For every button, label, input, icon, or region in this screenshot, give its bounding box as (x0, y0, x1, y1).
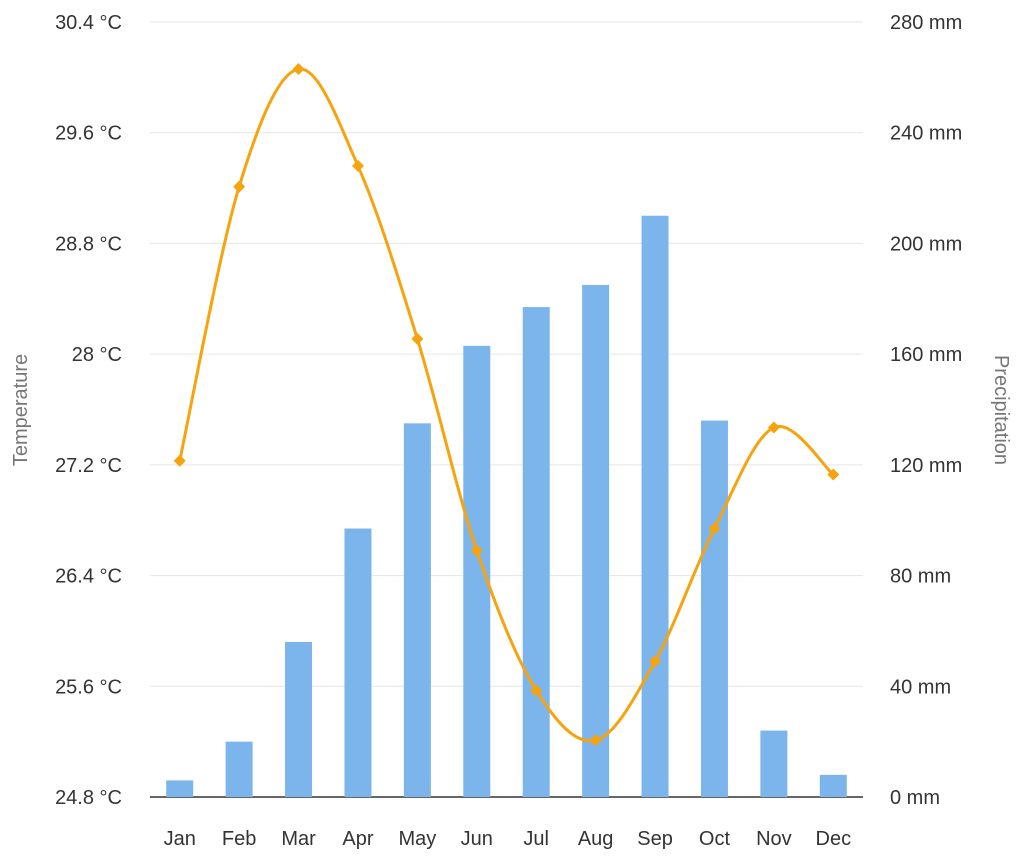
x-tick-label: Aug (578, 828, 614, 850)
precipitation-bar (463, 345, 491, 797)
right-tick-label: 200 mm (890, 233, 962, 255)
temperature-point (767, 421, 780, 434)
precipitation-bar (641, 215, 669, 797)
precipitation-bar (344, 528, 372, 797)
x-axis-ticks: Jan Feb Mar Apr May Jun Jul Aug Sep Oct Nov Dec (164, 828, 851, 850)
temperature-point (292, 63, 305, 76)
x-tick-label: May (398, 828, 436, 850)
x-tick-label: Mar (281, 828, 316, 850)
temperature-point (708, 522, 721, 535)
precipitation-bar (700, 420, 728, 797)
gridlines (150, 21, 863, 798)
right-tick-label: 40 mm (890, 676, 951, 698)
x-tick-label: Feb (222, 828, 256, 850)
right-tick-label: 280 mm (890, 12, 962, 34)
right-axis-title: Precipitation (990, 355, 1012, 465)
temperature-point (649, 655, 662, 668)
precipitation-bar (819, 774, 847, 797)
x-tick-label: Dec (816, 828, 852, 850)
left-tick-label: 27.2 °C (55, 455, 122, 477)
temperature-point (589, 734, 602, 747)
x-tick-label: Apr (342, 828, 373, 850)
left-tick-label: 26.4 °C (55, 566, 122, 588)
right-tick-label: 160 mm (890, 344, 962, 366)
temperature-point (351, 159, 364, 172)
right-tick-label: 0 mm (890, 787, 940, 809)
x-tick-label: Nov (756, 828, 792, 850)
precipitation-bar (760, 730, 788, 797)
left-axis-ticks: 24.8 °C 25.6 °C 26.4 °C 27.2 °C 28 °C 28.8 °C… (55, 12, 122, 809)
left-tick-label: 25.6 °C (55, 676, 122, 698)
x-tick-label: Oct (699, 828, 731, 850)
precipitation-bar (225, 741, 253, 797)
left-tick-label: 24.8 °C (55, 787, 122, 809)
precipitation-bar (403, 423, 431, 797)
x-tick-label: Jul (523, 828, 549, 850)
precipitation-bar (522, 307, 550, 797)
left-tick-label: 29.6 °C (55, 123, 122, 145)
precipitation-bar (166, 780, 194, 797)
right-tick-label: 240 mm (890, 123, 962, 145)
right-tick-label: 120 mm (890, 455, 962, 477)
precipitation-bar (582, 284, 610, 798)
x-tick-label: Sep (637, 828, 673, 850)
left-tick-label: 28 °C (72, 344, 122, 366)
temperature-line-layer (173, 63, 840, 747)
temperature-point (530, 684, 543, 697)
temperature-point (173, 454, 186, 467)
precipitation-bars (166, 215, 847, 798)
temperature-point (411, 332, 424, 345)
right-tick-label: 80 mm (890, 566, 951, 588)
temperature-line (178, 67, 835, 743)
left-axis-title: Temperature (10, 354, 32, 466)
temperature-point (470, 544, 483, 557)
left-tick-label: 30.4 °C (55, 12, 122, 34)
precipitation-bar (285, 642, 313, 797)
left-tick-label: 28.8 °C (55, 233, 122, 255)
x-tick-label: Jan (164, 828, 196, 850)
temperature-point (827, 468, 840, 481)
temperature-point (233, 180, 246, 193)
x-tick-label: Jun (461, 828, 493, 850)
right-axis-ticks: 0 mm 40 mm 80 mm 120 mm 160 mm 200 mm 240 mm 28… (890, 12, 962, 809)
